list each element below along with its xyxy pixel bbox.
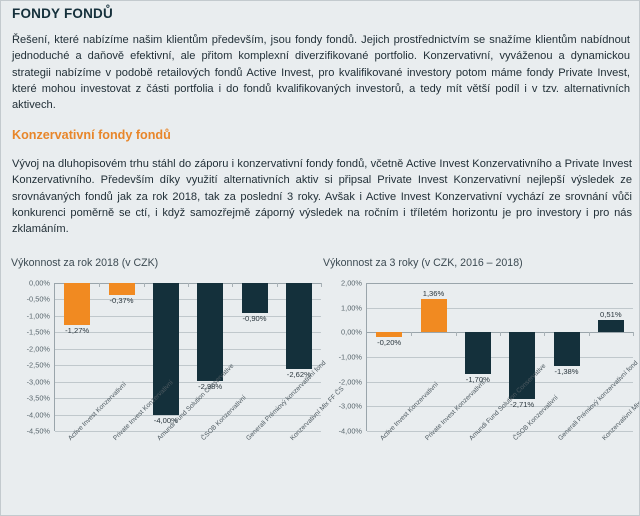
bar-value-label: -2,98% <box>198 382 223 391</box>
page-title: FONDY FONDŮ <box>12 6 113 21</box>
bar-value-label: -4,00% <box>153 415 178 425</box>
bar-value-label: -1,70% <box>465 375 490 385</box>
y-axis-tick-label: -2,00% <box>338 377 362 387</box>
y-axis-tick-label: -4,00% <box>338 426 362 436</box>
y-axis-tick-label: 0,00% <box>29 278 50 288</box>
bar-value-label: 0,51% <box>600 309 622 319</box>
y-axis-tick-label: -3,50% <box>26 393 50 403</box>
bar <box>241 283 268 313</box>
gridline <box>55 315 321 317</box>
plot-wrapper: 0,00% -0,50% -1,00% -1,50% -2,00% -2,50% -3,00… <box>7 279 323 436</box>
chart-title: Výkonnost za rok 2018 (v CZK) <box>11 257 159 269</box>
conservative-paragraph: Vývoj na dluhopisovém trhu stáhl do zápo… <box>12 158 632 236</box>
y-axis-tick-label: 1,00% <box>341 303 362 313</box>
gridline <box>55 332 321 334</box>
gridline <box>367 406 633 408</box>
y-axis-tick-label: -2,50% <box>26 360 50 370</box>
gridline <box>367 431 633 432</box>
chart-performance-2018: Výkonnost za rok 2018 (v CZK) 0,00% -0,50… <box>7 257 345 512</box>
x-axis-tick <box>232 283 234 287</box>
chart-performance-3y: Výkonnost za 3 roky (v CZK, 2016 – 2018)… <box>319 257 639 512</box>
y-axis-labels: 2,00% 1,00% 0,00% -1,00% -2,00% -3,00% -4,00% <box>319 279 365 436</box>
gridline <box>55 381 321 383</box>
plot-area: -1,27% -0,37% -4,00% -2,98% -0,90% -2,62% <box>54 283 322 432</box>
gridline <box>367 283 633 284</box>
bar <box>420 298 447 333</box>
gridline <box>55 348 321 350</box>
y-axis-tick-label: -1,50% <box>26 327 50 337</box>
x-axis-tick <box>411 332 413 337</box>
y-axis-tick-label: 0,00% <box>341 327 362 337</box>
intro-paragraph: Řešení, které nabízíme našim klientům př… <box>12 34 630 112</box>
section-heading: Konzervativní fondy fondů <box>12 128 171 142</box>
bar <box>597 319 624 333</box>
plot-area: -0,20% 1,36% -1,70% -2,71% -1,38% 0,51% <box>366 283 634 432</box>
bar <box>464 332 491 375</box>
x-axis-tick <box>455 332 457 337</box>
bar <box>64 283 91 325</box>
bar-value-label: -0,20% <box>377 338 402 348</box>
y-axis-tick-label: -4,50% <box>26 426 50 436</box>
x-axis-tick <box>188 283 189 287</box>
bar <box>108 283 135 296</box>
bar-value-label: -0,37% <box>109 296 134 306</box>
bar <box>152 283 179 415</box>
x-axis-category-labels: Active Invest Konzervativní Private Inves… <box>54 360 345 511</box>
x-axis-tick <box>633 332 634 337</box>
plot-wrapper: 2,00% 1,00% 0,00% -1,00% -2,00% -3,00% -4,00% … <box>319 279 635 436</box>
gridline <box>55 365 321 367</box>
x-axis-tick <box>143 283 145 287</box>
bar-value-label: -2,71% <box>510 400 535 410</box>
gridline <box>367 357 633 358</box>
bar-value-label: -2,62% <box>286 370 311 380</box>
y-axis-tick-label: -1,00% <box>338 352 362 362</box>
bar-value-label: 1,36% <box>422 288 445 298</box>
y-axis-tick-label: -4,00% <box>26 410 50 420</box>
y-axis-tick-label: -1,00% <box>26 311 50 321</box>
bar <box>285 283 312 370</box>
bar <box>376 332 403 338</box>
x-axis-tick <box>99 283 101 287</box>
y-axis-tick-label: -3,00% <box>338 401 362 411</box>
y-axis-tick-label: -2,00% <box>26 344 50 354</box>
x-axis-tick <box>500 332 501 337</box>
x-axis-tick <box>588 332 590 337</box>
chart-title: Výkonnost za 3 roky (v CZK, 2016 – 2018) <box>323 257 523 269</box>
y-axis-tick-label: -0,50% <box>26 294 50 304</box>
bar-value-label: -1,27% <box>65 325 90 335</box>
x-axis-category-labels: Active Invest Konzervativní Private Inves… <box>366 360 639 511</box>
gridline <box>367 381 633 383</box>
gridline <box>55 398 321 400</box>
bar-value-label: -1,38% <box>554 367 579 377</box>
x-axis-tick <box>544 332 546 337</box>
x-axis-tick <box>276 283 278 287</box>
x-axis-tick <box>321 283 322 287</box>
bar <box>553 332 580 367</box>
gridline <box>55 431 321 432</box>
bar <box>197 283 224 381</box>
y-axis-labels: 0,00% -0,50% -1,00% -1,50% -2,00% -2,50% -3,00… <box>7 279 53 436</box>
y-axis-tick-label: 2,00% <box>341 278 362 288</box>
bar <box>509 332 536 400</box>
bar-value-label: -0,90% <box>242 313 267 323</box>
y-axis-tick-label: -3,00% <box>26 377 50 387</box>
gridline <box>55 414 321 416</box>
gridline <box>367 307 633 309</box>
gridline <box>55 299 321 301</box>
